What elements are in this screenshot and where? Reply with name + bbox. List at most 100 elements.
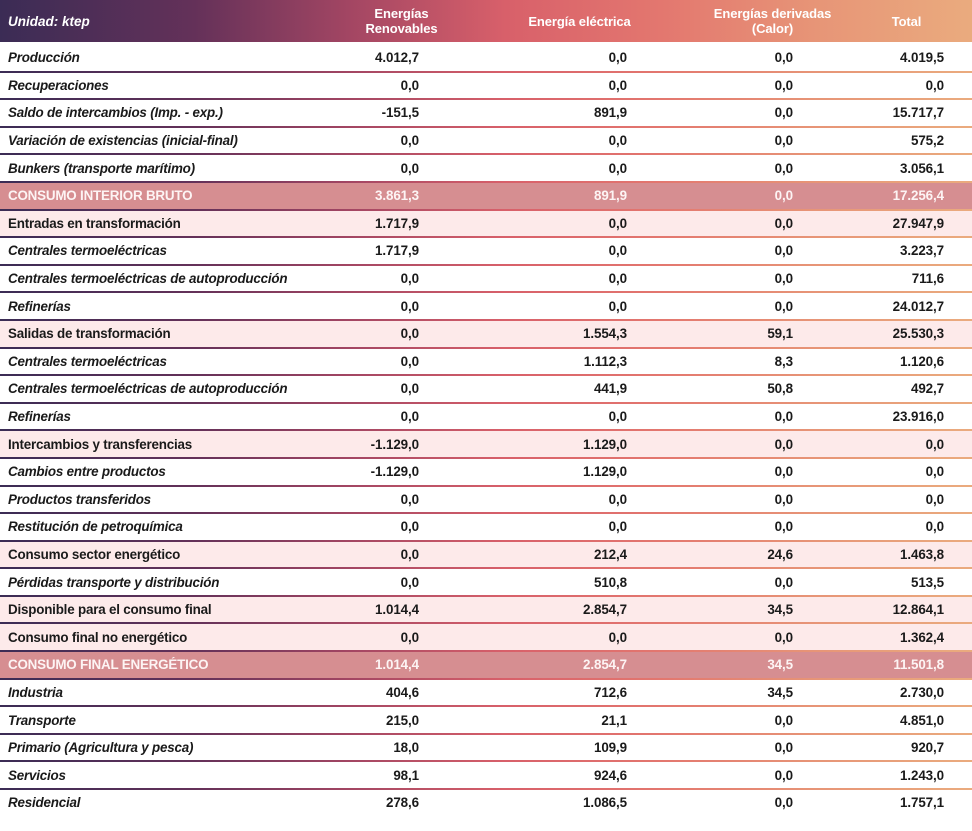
table-row: Pérdidas transporte y distribución 0,0 5… xyxy=(0,569,972,595)
table-row: Restitución de petroquímica 0,0 0,0 0,0 … xyxy=(0,514,972,540)
cell-energia-electrica: 0,0 xyxy=(608,50,627,66)
row-separator xyxy=(0,208,972,211)
table-row: Residencial 278,6 1.086,5 0,0 1.757,1 xyxy=(0,790,972,816)
table-row: Disponible para el consumo final 1.014,4… xyxy=(0,596,972,623)
cell-energia-electrica: 924,6 xyxy=(593,767,627,783)
row-label: Cambios entre productos xyxy=(8,464,166,480)
cell-energia-electrica: 0,0 xyxy=(608,243,627,259)
cell-total: 0,0 xyxy=(925,436,944,452)
table-row: CONSUMO FINAL ENERGÉTICO 1.014,4 2.854,7… xyxy=(0,652,972,678)
cell-energias-derivadas: 0,0 xyxy=(774,519,793,535)
cell-energias-renovables: -1.129,0 xyxy=(370,464,419,480)
cell-total: 24.012,7 xyxy=(892,298,944,314)
cell-energia-electrica: 21,1 xyxy=(601,712,627,728)
cell-total: 1.120,6 xyxy=(900,353,944,369)
row-label: CONSUMO INTERIOR BRUTO xyxy=(8,188,193,204)
row-separator xyxy=(0,374,972,377)
cell-energias-renovables: 0,0 xyxy=(400,409,419,425)
cell-energias-renovables: 4.012,7 xyxy=(375,50,419,66)
row-separator xyxy=(0,456,972,459)
row-label: Salidas de transformación xyxy=(8,326,171,342)
table-row: Recuperaciones 0,0 0,0 0,0 0,0 xyxy=(0,72,972,99)
cell-total: 920,7 xyxy=(910,740,944,756)
row-separator xyxy=(0,180,972,183)
row-label: Centrales termoeléctricas de autoproducc… xyxy=(8,271,288,287)
column-header-label: Total xyxy=(891,13,922,29)
table-row: Saldo de intercambios (Imp. - exp.) -151… xyxy=(0,100,972,126)
table-row: Entradas en transformación 1.717,9 0,0 0… xyxy=(0,210,972,237)
cell-total: 1.757,1 xyxy=(900,795,944,811)
cell-energias-renovables: 404,6 xyxy=(385,684,419,700)
cell-energias-derivadas: 0,0 xyxy=(774,215,793,231)
row-separator xyxy=(0,567,972,570)
cell-energia-electrica: 441,9 xyxy=(593,381,627,397)
row-label: Residencial xyxy=(8,795,81,811)
cell-energia-electrica: 510,8 xyxy=(593,574,627,590)
cell-energia-electrica: 109,9 xyxy=(593,740,627,756)
cell-energias-renovables: 1.717,9 xyxy=(375,215,419,231)
cell-energia-electrica: 1.129,0 xyxy=(583,436,627,452)
cell-total: 0,0 xyxy=(925,491,944,507)
row-separator xyxy=(0,732,972,735)
cell-energias-derivadas: 50,8 xyxy=(767,381,793,397)
row-separator xyxy=(0,125,972,128)
cell-energia-electrica: 0,0 xyxy=(608,77,627,93)
row-label: Consumo final no energético xyxy=(8,629,188,645)
row-separator xyxy=(0,512,972,515)
cell-energias-renovables: 18,0 xyxy=(393,740,419,756)
cell-energias-renovables: 0,0 xyxy=(400,353,419,369)
cell-energia-electrica: 2.854,7 xyxy=(583,602,627,618)
table-row: Refinerías 0,0 0,0 0,0 23.916,0 xyxy=(0,403,972,430)
cell-energias-renovables: 0,0 xyxy=(400,160,419,176)
cell-energias-derivadas: 0,0 xyxy=(774,740,793,756)
cell-energia-electrica: 712,6 xyxy=(593,684,627,700)
table-row: Centrales termoeléctricas 0,0 1.112,3 8,… xyxy=(0,348,972,375)
cell-energias-derivadas: 34,5 xyxy=(767,602,793,618)
row-separator xyxy=(0,705,972,708)
cell-energias-derivadas: 0,0 xyxy=(774,574,793,590)
cell-energia-electrica: 0,0 xyxy=(608,298,627,314)
row-label: Industria xyxy=(8,684,63,700)
table-row: Centrales termoeléctricas 1.717,9 0,0 0,… xyxy=(0,238,972,264)
cell-energia-electrica: 2.854,7 xyxy=(583,657,627,673)
cell-energias-derivadas: 0,0 xyxy=(774,160,793,176)
column-header-label: Energía eléctrica xyxy=(528,13,631,29)
row-label: Entradas en transformación xyxy=(8,215,181,231)
row-label: Primario (Agricultura y pesca) xyxy=(8,740,194,756)
cell-total: 25.530,3 xyxy=(892,326,944,342)
table-row: Variación de existencias (inicial-final)… xyxy=(0,127,972,154)
row-label: Centrales termoeléctricas xyxy=(8,243,167,259)
cell-total: 513,5 xyxy=(910,574,944,590)
cell-energias-renovables: 278,6 xyxy=(385,795,419,811)
cell-energia-electrica: 0,0 xyxy=(608,160,627,176)
cell-energias-renovables: 215,0 xyxy=(385,712,419,728)
table-row: Centrales termoeléctricas de autoproducc… xyxy=(0,376,972,402)
row-label: Restitución de petroquímica xyxy=(8,519,183,535)
cell-energia-electrica: 1.554,3 xyxy=(583,326,627,342)
row-separator xyxy=(0,98,972,101)
row-label: Centrales termoeléctricas de autoproducc… xyxy=(8,381,288,397)
cell-energias-renovables: -151,5 xyxy=(381,105,419,121)
cell-energia-electrica: 0,0 xyxy=(608,409,627,425)
row-separator xyxy=(0,622,972,625)
cell-energias-renovables: 1.014,4 xyxy=(375,657,419,673)
cell-energias-derivadas: 0,0 xyxy=(774,133,793,149)
cell-energias-derivadas: 0,0 xyxy=(774,629,793,645)
cell-total: 3.056,1 xyxy=(900,160,944,176)
cell-energias-renovables: 0,0 xyxy=(400,133,419,149)
cell-total: 12.864,1 xyxy=(892,602,944,618)
cell-energias-derivadas: 0,0 xyxy=(774,436,793,452)
cell-energia-electrica: 891,9 xyxy=(593,188,627,204)
row-separator xyxy=(0,539,972,542)
cell-energias-derivadas: 0,0 xyxy=(774,712,793,728)
cell-energias-renovables: 98,1 xyxy=(393,767,419,783)
row-separator xyxy=(0,594,972,597)
cell-total: 2.730,0 xyxy=(900,684,944,700)
column-header-energias-derivadas: Energías derivadas (Calor) xyxy=(630,0,832,42)
table-row: Refinerías 0,0 0,0 0,0 24.012,7 xyxy=(0,293,972,319)
cell-energias-derivadas: 34,5 xyxy=(767,684,793,700)
cell-total: 1.463,8 xyxy=(900,546,944,562)
column-header-total: Total xyxy=(805,0,972,42)
table-row: Servicios 98,1 924,6 0,0 1.243,0 xyxy=(0,762,972,789)
